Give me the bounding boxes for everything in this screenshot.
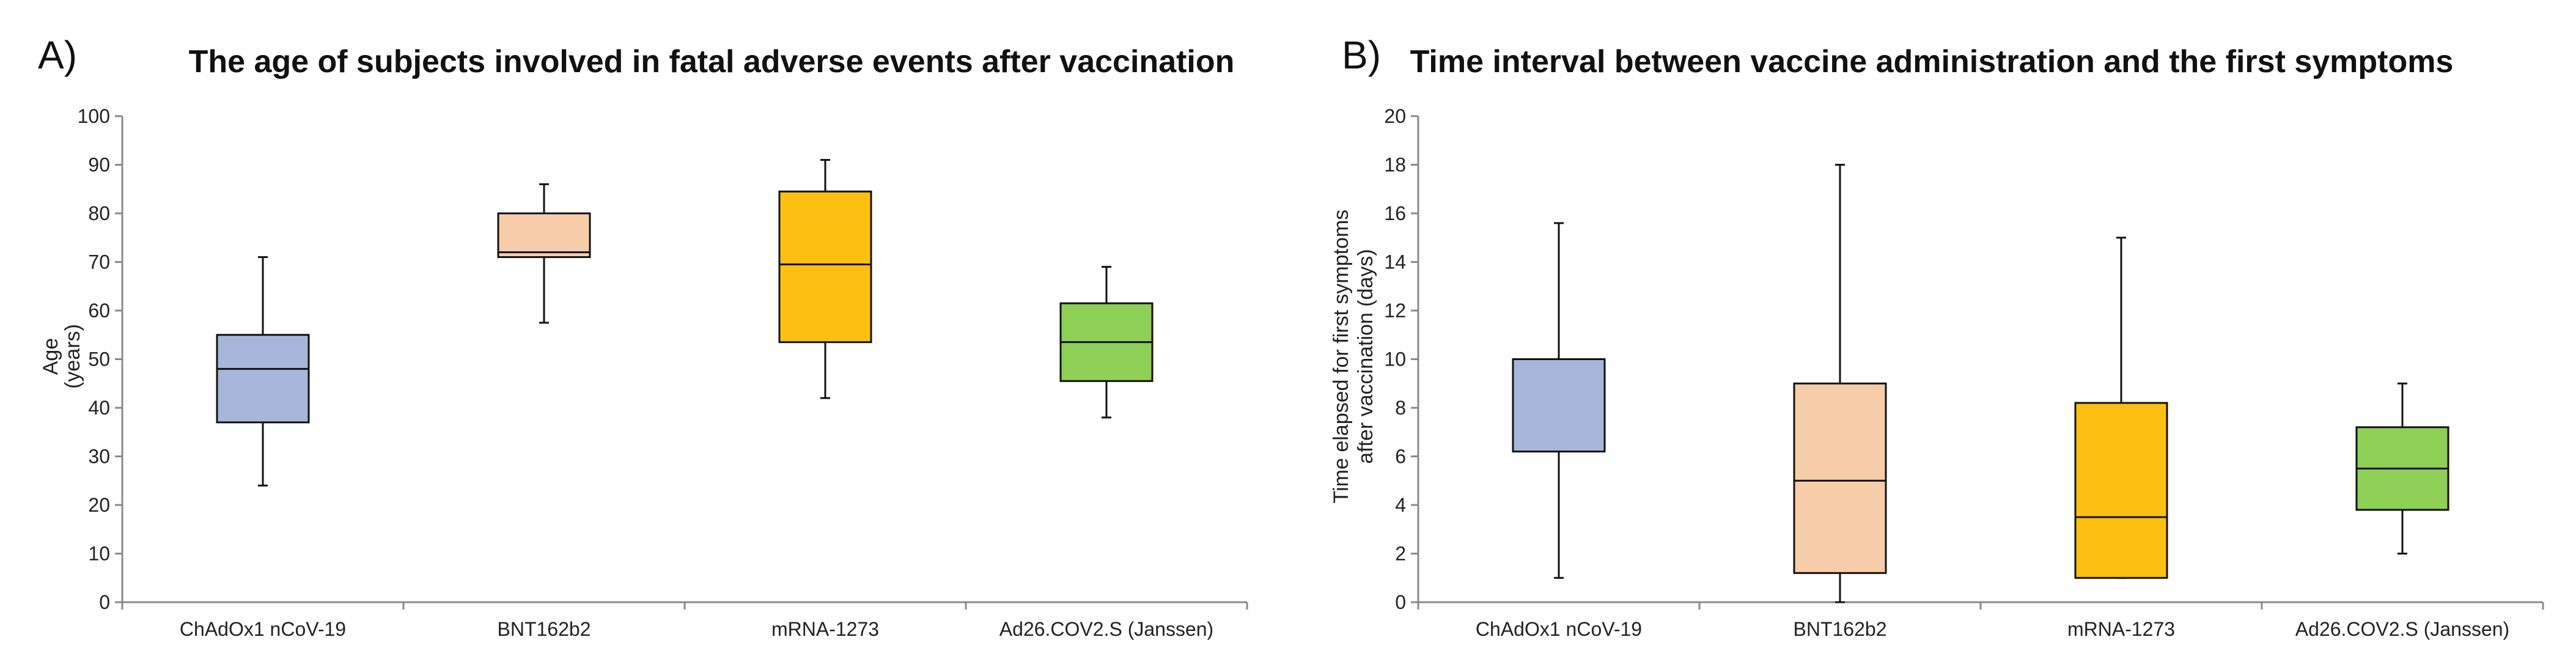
iqr-box [497,212,591,259]
panel-b-interval-chart: B) Time interval between vaccine adminis… [1330,33,2544,640]
iqr-box [1512,358,1606,453]
panel-a-category-label-4: Ad26.COV2.S (Janssen) [999,618,1213,640]
panel-b-y-ticks: 0 2 4 6 8 10 12 14 16 18 20 [1384,105,1418,613]
panel-b-category-labels: ChAdOx1 nCoV-19 BNT162b2 mRNA-1273 Ad26.COV… [1476,618,2509,640]
panel-a-label: A) [38,33,77,77]
panel-a-y-tick-label: 10 [88,543,110,565]
iqr-box [216,334,310,424]
panel-a-y-tick-label: 30 [88,446,110,468]
panel-b-y-tick-label: 12 [1384,300,1406,322]
panel-a-box-1 [216,256,310,487]
iqr-box [1793,382,1887,574]
panel-a-y-axis-label: Age (years) [39,324,84,389]
panel-a-age-chart: A) The age of subjects involved in fatal… [38,33,1248,640]
panel-b-y-tick-label: 0 [1395,591,1406,613]
panel-b-label: B) [1342,33,1381,77]
panel-b-box-3 [2074,237,2168,579]
panel-b-title: Time interval between vaccine administra… [1410,44,2454,79]
panel-a-category-label-3: mRNA-1273 [771,618,879,640]
iqr-box [2074,402,2168,579]
panel-b-y-tick-label: 2 [1395,543,1406,565]
panel-a-box-2 [497,183,591,324]
panel-b-y-tick-label: 8 [1395,397,1406,419]
panel-a-boxes [216,159,1154,487]
panel-b-y-tick-label: 14 [1384,251,1406,273]
panel-b-y-tick-label: 16 [1384,202,1406,224]
panel-a-category-labels: ChAdOx1 nCoV-19 BNT162b2 mRNA-1273 Ad26.COV… [180,618,1213,640]
panel-b-y-tick-label: 4 [1395,494,1406,516]
panel-b-y-tick-label: 18 [1384,154,1406,176]
panel-a-y-ticks: 0 10 20 30 40 50 60 70 80 90 100 [78,105,122,613]
panel-a-y-label-line1: Age [39,338,62,375]
panel-a-category-label-2: BNT162b2 [498,618,591,640]
panel-b-category-label-3: mRNA-1273 [2067,618,2175,640]
panel-a-title: The age of subjects involved in fatal ad… [189,44,1235,79]
panel-a-box-4 [1059,265,1154,419]
panel-b-y-tick-label: 10 [1384,348,1406,370]
panel-a-y-tick-label: 90 [88,154,110,176]
panel-a-y-label-line2: (years) [61,324,84,389]
panel-b-box-1 [1512,222,1606,579]
panel-a-category-label-1: ChAdOx1 nCoV-19 [180,618,346,640]
panel-a-y-tick-label: 50 [88,348,110,370]
panel-b-y-tick-label: 20 [1384,105,1406,127]
panel-a-y-tick-label: 100 [78,105,110,127]
panel-a-y-tick-label: 0 [99,591,110,613]
panel-a-y-tick-label: 60 [88,300,110,322]
panel-a-box-3 [778,159,872,399]
panel-a-y-tick-label: 40 [88,397,110,419]
panel-b-category-label-2: BNT162b2 [1794,618,1887,640]
panel-a-y-tick-label: 70 [88,251,110,273]
panel-b-box-2 [1793,164,1887,603]
panel-b-y-axis-label: Time elapsed for first symptoms after va… [1330,210,1377,504]
panel-a-y-tick-label: 80 [88,202,110,224]
iqr-box [778,190,872,344]
panel-b-box-4 [2355,382,2449,555]
panel-b-category-label-4: Ad26.COV2.S (Janssen) [2295,618,2509,640]
panel-b-y-label-line2: after vaccination (days) [1354,249,1377,464]
panel-b-category-label-1: ChAdOx1 nCoV-19 [1476,618,1642,640]
panel-b-boxes [1512,164,2449,603]
panel-b-y-tick-label: 6 [1395,446,1406,468]
panel-b-y-label-line1: Time elapsed for first symptoms [1330,210,1353,504]
panel-a-y-tick-label: 20 [88,494,110,516]
